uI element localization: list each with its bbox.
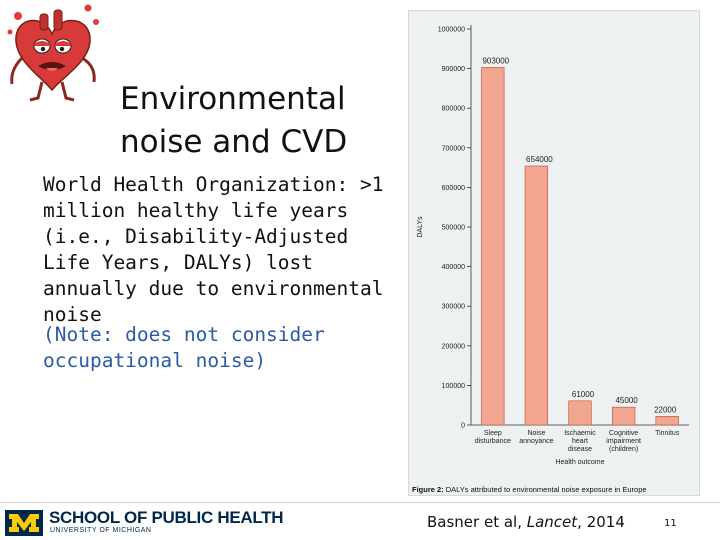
slide-title-line-2: noise and CVD bbox=[120, 124, 348, 160]
x-category-label-line: Sleep bbox=[484, 430, 502, 437]
x-category-label-line: annoyance bbox=[519, 438, 553, 445]
slide-title: Environmental noise and CVD bbox=[120, 78, 390, 164]
x-category-label-line: Tinnitus bbox=[655, 430, 680, 437]
x-category-label-line: impairment bbox=[606, 438, 641, 445]
bar bbox=[481, 67, 505, 426]
x-category-label-line: Noise bbox=[527, 430, 545, 437]
bar-data-label: 654000 bbox=[526, 155, 553, 164]
dalys-bar-chart: 0 100000 200000 300000 400000 500000 600000 700… bbox=[417, 25, 689, 466]
x-category-label: Tinnitus bbox=[655, 430, 680, 437]
x-category-label: Noise annoyance bbox=[519, 430, 553, 445]
bar-data-label: 61000 bbox=[572, 390, 595, 399]
y-tick-label: 600000 bbox=[442, 185, 465, 192]
sad-heart-mascot-icon bbox=[7, 4, 99, 102]
figure-caption: Figure 2: DALYs attributed to environmen… bbox=[412, 485, 647, 494]
x-category-label: Ischaemic heart disease bbox=[564, 430, 596, 453]
x-category-label-line: disturbance bbox=[475, 438, 511, 445]
y-axis-title: DALYs bbox=[417, 216, 424, 238]
citation-author: Basner et al, bbox=[427, 513, 527, 531]
y-tick-label: 500000 bbox=[442, 225, 465, 232]
y-tick-label: 900000 bbox=[442, 66, 465, 73]
y-tick-label: 100000 bbox=[442, 383, 465, 390]
slide-title-line-1: Environmental bbox=[120, 81, 346, 117]
university-name: UNIVERSITY OF MICHIGAN bbox=[50, 527, 152, 534]
bar bbox=[568, 400, 592, 426]
x-axis-title: Health outcome bbox=[555, 459, 604, 466]
x-category-label-line: Cognitive bbox=[609, 430, 638, 437]
x-category-label: Cognitive impairment (children) bbox=[606, 430, 641, 453]
citation-journal: Lancet bbox=[526, 513, 578, 531]
slide-note-text: (Note: does not consider occupational no… bbox=[43, 323, 325, 372]
figure-caption-prefix: Figure 2: bbox=[412, 485, 444, 494]
y-tick-label: 800000 bbox=[442, 106, 465, 113]
school-name: SCHOOL OF PUBLIC HEALTH bbox=[49, 508, 284, 527]
citation-year: , 2014 bbox=[577, 513, 625, 531]
bar bbox=[611, 406, 636, 426]
x-category-label-line: heart bbox=[572, 438, 588, 445]
bar-data-label: 22000 bbox=[654, 405, 677, 414]
bar bbox=[655, 415, 679, 426]
page-number: 11 bbox=[664, 518, 677, 529]
x-category-label-line: (children) bbox=[609, 446, 638, 453]
y-tick-label: 200000 bbox=[442, 343, 465, 350]
bar-data-label: 903000 bbox=[482, 56, 509, 65]
dalys-chart-figure: 0 100000 200000 300000 400000 500000 600000 700… bbox=[408, 10, 700, 496]
slide-body-text: World Health Organization: >1 million he… bbox=[43, 173, 384, 326]
y-tick-label: 300000 bbox=[442, 304, 465, 311]
y-tick-label: 0 bbox=[461, 423, 465, 430]
y-tick-label: 1000000 bbox=[438, 27, 465, 34]
x-category-label-line: Ischaemic bbox=[564, 430, 596, 437]
y-tick-label: 700000 bbox=[442, 145, 465, 152]
footer-divider bbox=[0, 502, 720, 503]
x-category-label-line: disease bbox=[568, 446, 592, 453]
bar-data-label: 45000 bbox=[615, 396, 638, 405]
x-category-label: Sleep disturbance bbox=[475, 430, 511, 445]
figure-caption-text: DALYs attributed to environmental noise … bbox=[443, 485, 647, 494]
citation: Basner et al, Lancet, 2014 bbox=[427, 513, 625, 531]
y-tick-label: 400000 bbox=[442, 264, 465, 271]
bar bbox=[524, 165, 549, 426]
university-block-m-logo-icon bbox=[5, 510, 43, 536]
